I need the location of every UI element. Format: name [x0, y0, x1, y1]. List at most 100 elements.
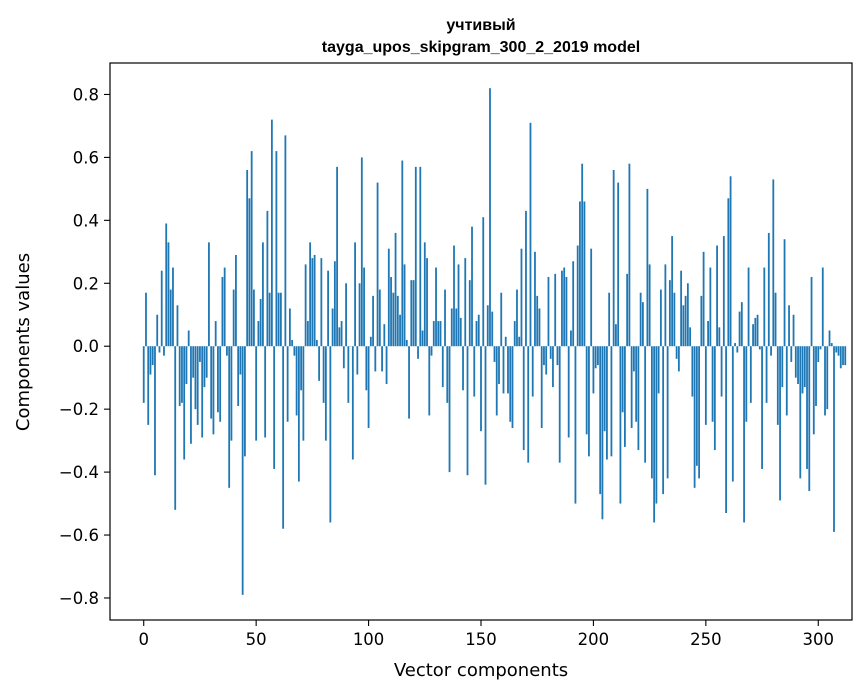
bar [480, 346, 482, 432]
bar [545, 346, 548, 375]
bar [154, 346, 156, 476]
bar [381, 346, 383, 372]
bar [396, 295, 399, 347]
bar [324, 346, 327, 441]
bar [383, 324, 386, 347]
bar [585, 346, 588, 435]
bar [828, 330, 831, 347]
bar [457, 264, 460, 347]
bar [217, 346, 219, 413]
bar [745, 346, 748, 422]
bar [738, 311, 741, 347]
bar [228, 346, 231, 488]
bar [360, 157, 363, 347]
bar [531, 346, 534, 397]
bar [410, 280, 413, 347]
bar [223, 267, 226, 347]
bar [525, 210, 527, 347]
bar [392, 292, 395, 347]
bar [320, 258, 323, 347]
bar [747, 267, 750, 347]
bar [624, 346, 626, 447]
bar [704, 346, 707, 425]
bar [500, 292, 503, 347]
bar [567, 346, 570, 438]
bar [565, 276, 568, 347]
bar [833, 346, 835, 532]
bar [785, 346, 788, 416]
bar [659, 289, 662, 347]
bar [376, 182, 379, 347]
bar [718, 327, 721, 347]
bar [700, 295, 703, 347]
bar [160, 270, 163, 347]
bar [244, 346, 246, 457]
y-tick-label: −0.4 [59, 463, 99, 482]
bar [322, 346, 325, 403]
bar [788, 305, 790, 347]
bar [387, 248, 390, 347]
bar [835, 346, 838, 353]
bar [304, 264, 307, 347]
bar [363, 267, 365, 347]
bar [803, 346, 806, 388]
bar [763, 267, 766, 347]
bar [689, 327, 692, 347]
bar [181, 346, 183, 403]
bar [279, 292, 282, 347]
bar [767, 232, 770, 347]
bar [232, 289, 235, 347]
bar [752, 324, 754, 347]
bar [300, 346, 303, 391]
bar [761, 346, 763, 469]
bar [221, 276, 224, 347]
bar [183, 346, 186, 460]
bar [468, 280, 471, 347]
bar [538, 308, 541, 347]
bar [572, 261, 575, 347]
bar [635, 346, 638, 422]
bar [444, 289, 446, 347]
bar [268, 292, 271, 347]
bar [288, 308, 291, 347]
bar [142, 346, 145, 403]
bar [502, 346, 505, 394]
bar [702, 251, 705, 347]
bar [680, 270, 683, 347]
bar [630, 346, 633, 429]
y-axis-label: Components values [13, 253, 34, 431]
bar [419, 166, 422, 347]
bar [650, 346, 653, 479]
bar [390, 276, 392, 347]
bar [241, 346, 244, 595]
bar [464, 258, 467, 347]
bar [187, 330, 190, 347]
bar [628, 163, 631, 347]
bar [291, 339, 294, 347]
bar [192, 346, 195, 378]
bar [176, 305, 179, 347]
bar [495, 346, 498, 416]
bar [378, 289, 381, 347]
bar [174, 346, 177, 510]
bar [286, 346, 289, 422]
bar [255, 346, 258, 441]
bar [711, 346, 714, 422]
bar [484, 346, 487, 485]
bar [462, 346, 464, 391]
bar [709, 267, 712, 347]
bar [345, 283, 347, 347]
bar [644, 346, 647, 463]
bar [518, 336, 521, 347]
bar [543, 346, 545, 366]
bar [783, 239, 786, 347]
bar [734, 343, 736, 347]
bar [522, 346, 525, 451]
bar [716, 245, 718, 347]
bar [471, 226, 473, 347]
bar [149, 346, 152, 375]
bar [172, 267, 174, 347]
bar [264, 346, 267, 438]
bar [491, 311, 494, 347]
bar [297, 346, 300, 482]
